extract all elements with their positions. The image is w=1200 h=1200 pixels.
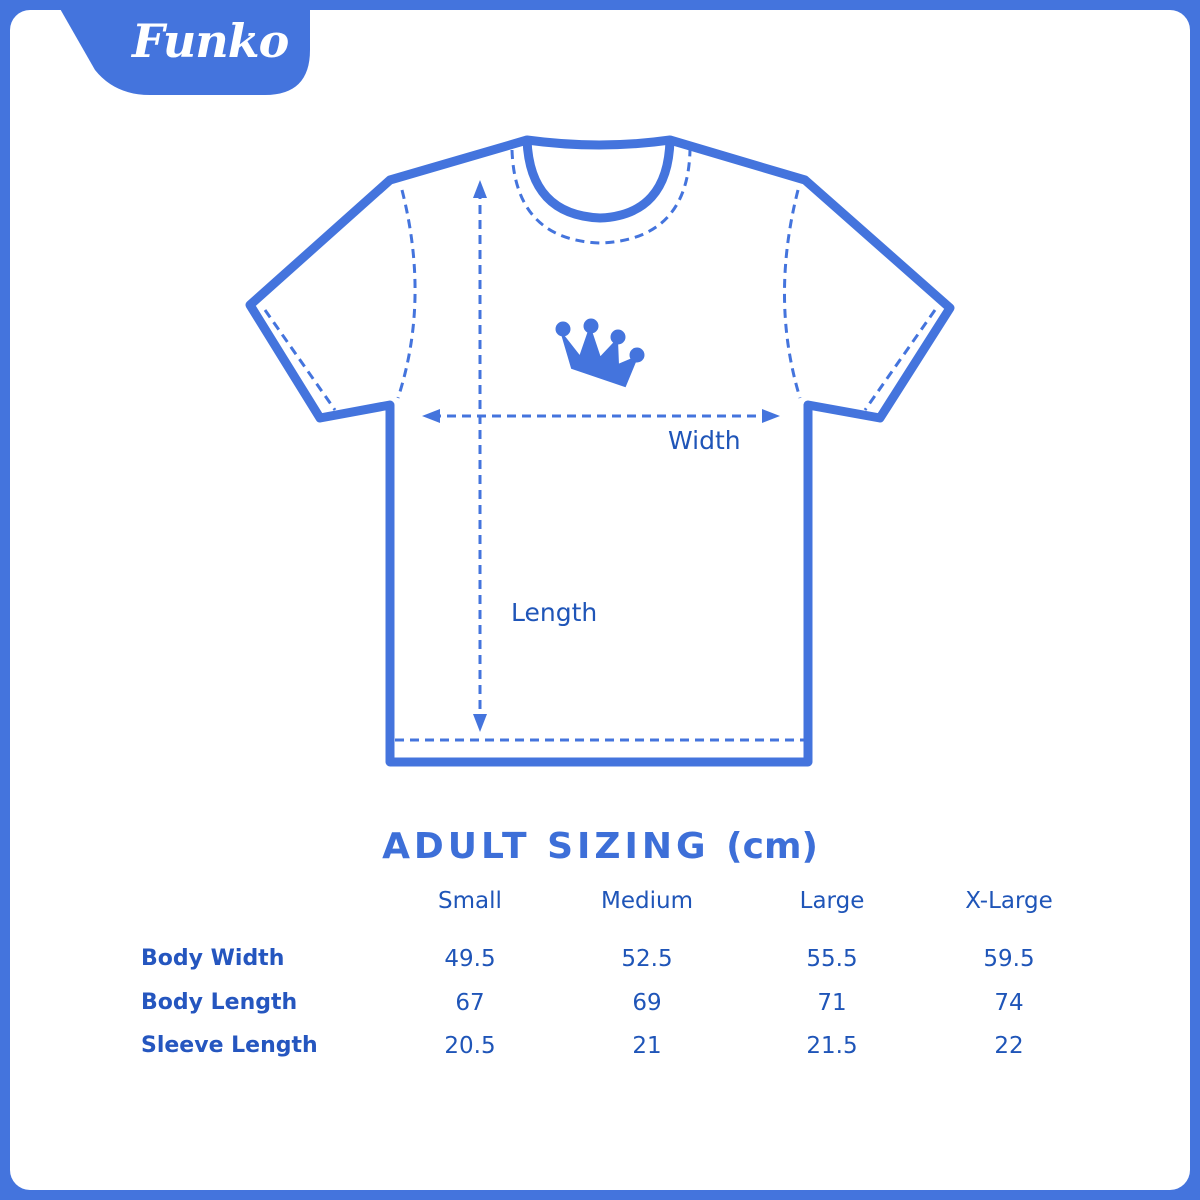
- tshirt-diagram: [245, 135, 955, 767]
- funko-logo: Funko: [132, 14, 289, 68]
- shirt-outline: [245, 135, 955, 767]
- row-header: Body Length: [141, 990, 298, 1015]
- sizing-title: ADULT SIZING (cm): [0, 826, 1200, 867]
- crown-icon: [555, 318, 645, 388]
- table-cell: 55.5: [806, 946, 858, 972]
- table-cell: 22: [994, 1033, 1024, 1059]
- table-cell: 21: [632, 1033, 662, 1059]
- table-cell: 49.5: [444, 946, 496, 972]
- size-chart-card: [10, 10, 1190, 1190]
- collar: [522, 139, 675, 223]
- table-cell: 71: [817, 990, 847, 1016]
- sizing-unit: (cm): [726, 826, 818, 867]
- length-label: Length: [511, 598, 598, 627]
- column-header: X-Large: [965, 888, 1053, 914]
- sizing-title-text: ADULT SIZING: [382, 826, 710, 867]
- table-cell: 67: [455, 990, 485, 1016]
- column-header: Large: [799, 888, 865, 914]
- table-cell: 21.5: [806, 1033, 858, 1059]
- logo-tab: [55, 0, 310, 95]
- table-cell: 52.5: [621, 946, 673, 972]
- table-cell: 74: [994, 990, 1024, 1016]
- column-header: Medium: [601, 888, 693, 914]
- table-cell: 59.5: [983, 946, 1035, 972]
- width-label: Width: [668, 426, 741, 455]
- row-header: Body Width: [141, 946, 285, 971]
- table-cell: 69: [632, 990, 662, 1016]
- table-cell: 20.5: [444, 1033, 496, 1059]
- row-header: Sleeve Length: [141, 1033, 318, 1058]
- column-header: Small: [438, 888, 502, 914]
